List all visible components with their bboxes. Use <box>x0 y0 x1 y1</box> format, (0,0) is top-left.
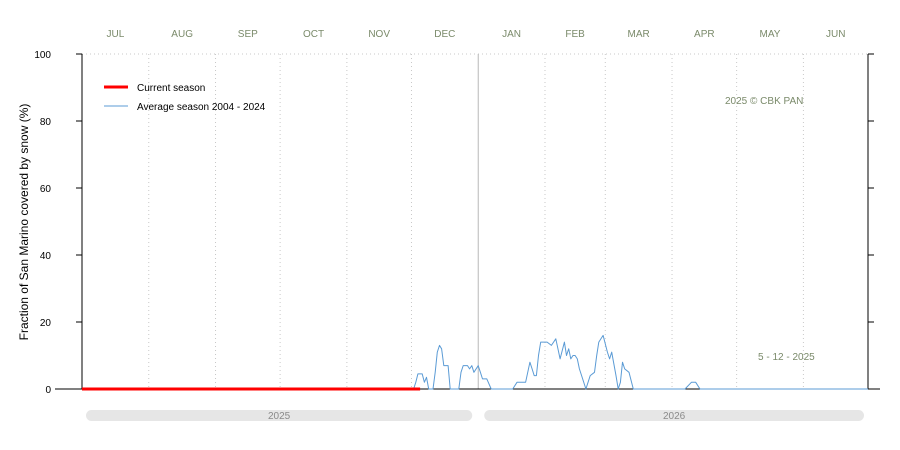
copyright-note: 2025 © CBK PAN <box>725 96 803 107</box>
month-label: JAN <box>502 29 521 40</box>
grid-lines <box>82 53 868 389</box>
year-label: 2026 <box>663 411 686 422</box>
month-label: OCT <box>303 29 324 40</box>
date-note: 5 - 12 - 2025 <box>758 352 815 363</box>
y-tick-label: 40 <box>40 251 52 262</box>
year-label: 2025 <box>268 411 291 422</box>
y-tick-label: 80 <box>40 117 52 128</box>
month-label: JUL <box>106 29 124 40</box>
legend-average-label: Average season 2004 - 2024 <box>137 102 266 113</box>
legend: Current season Average season 2004 - 202… <box>104 83 266 113</box>
series-line-average <box>82 334 868 390</box>
year-bar <box>484 410 864 421</box>
month-label: NOV <box>368 29 390 40</box>
month-label: AUG <box>171 29 193 40</box>
month-label: APR <box>694 29 715 40</box>
y-tick-label: 20 <box>40 318 52 329</box>
month-label: DEC <box>434 29 455 40</box>
y-tick-label: 100 <box>34 50 51 61</box>
legend-current-label: Current season <box>137 83 205 94</box>
year-bar <box>86 410 473 421</box>
y-tick-label: 0 <box>45 385 51 396</box>
y-axis-title: Fraction of San Marino covered by snow (… <box>17 104 31 341</box>
month-label: FEB <box>565 29 585 40</box>
y-tick-label: 60 <box>40 184 52 195</box>
month-label: MAR <box>628 29 650 40</box>
series-group <box>82 334 868 391</box>
month-label: MAY <box>760 29 781 40</box>
month-label: SEP <box>238 29 258 40</box>
month-label: JUN <box>826 29 845 40</box>
